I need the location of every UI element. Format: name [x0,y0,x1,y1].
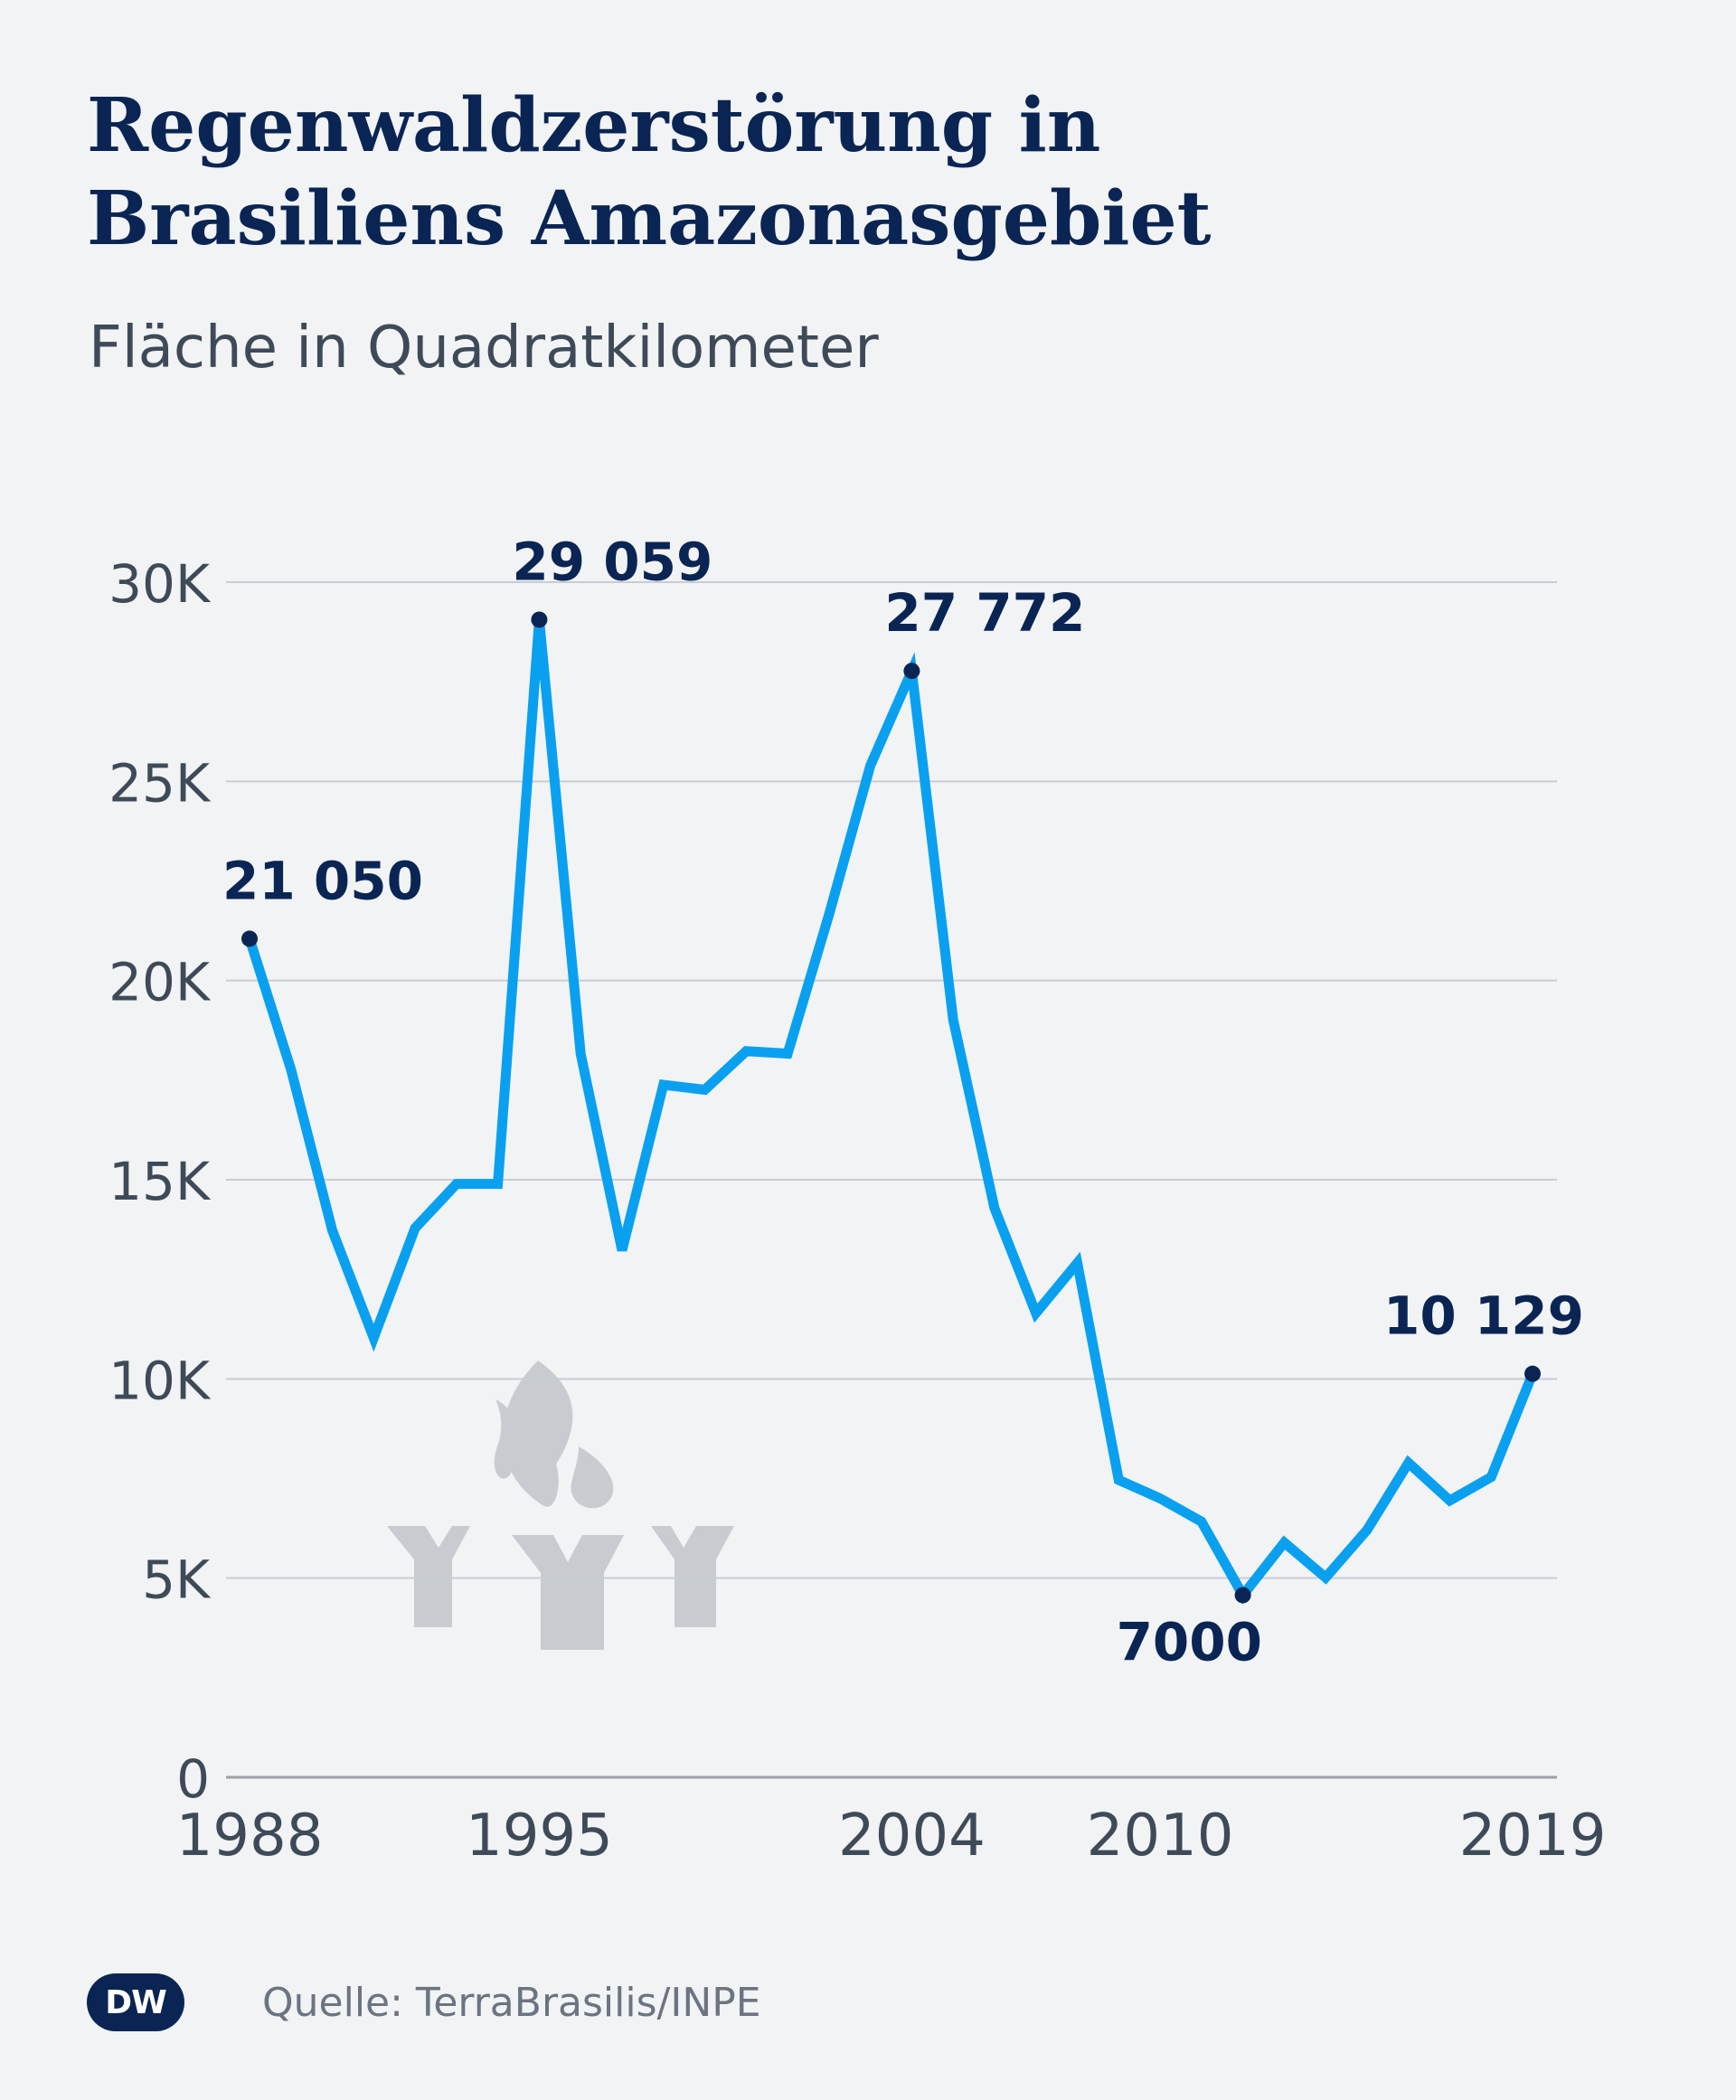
data-point [241,930,258,947]
data-point [903,663,920,680]
x-tick-label: 2010 [1087,1803,1234,1869]
dw-logo: DW [87,1973,184,2031]
y-tick-label: 15K [108,1151,212,1212]
data-label: 21 050 [222,850,423,911]
series-line [244,618,1538,1605]
y-tick-label: 25K [108,752,212,814]
data-label: 7000 [1117,1612,1262,1673]
grid-lines [226,581,1557,1779]
chart-title: Regenwaldzerstörung in Brasiliens Amazon… [87,82,1212,262]
y-tick-label: 5K [142,1549,212,1611]
x-axis: 1988 1995 2004 2010 2019 [176,1803,1607,1869]
x-tick-label: 2019 [1459,1803,1607,1869]
y-tick-label: 20K [108,952,212,1013]
y-axis: 0 5K 10K 15K 20K 25K 30K [108,553,212,1810]
y-tick-label: 10K [108,1350,212,1411]
footer: DW Quelle: TerraBrasilis/INPE [87,1971,761,2034]
data-point [1234,1587,1251,1604]
x-tick-label: 1995 [466,1803,613,1869]
annotated-points: 21 050 29 059 27 772 7000 10 129 [222,531,1584,1672]
x-tick-label: 1988 [176,1803,324,1869]
series-path [244,618,1538,1605]
data-point [531,611,548,628]
chart-subtitle: Fläche in Quadratkilometer [89,315,879,381]
data-label: 10 129 [1383,1285,1584,1347]
data-label: 29 059 [512,531,712,592]
torch-icon [387,1361,734,1650]
source-note: Quelle: TerraBrasilis/INPE [262,1979,761,2026]
y-tick-label: 0 [176,1748,210,1810]
data-label: 27 772 [884,582,1085,644]
x-tick-label: 2004 [838,1803,986,1869]
y-tick-label: 30K [108,553,212,615]
data-point [1524,1365,1541,1382]
watermark-logo [387,1361,734,1650]
